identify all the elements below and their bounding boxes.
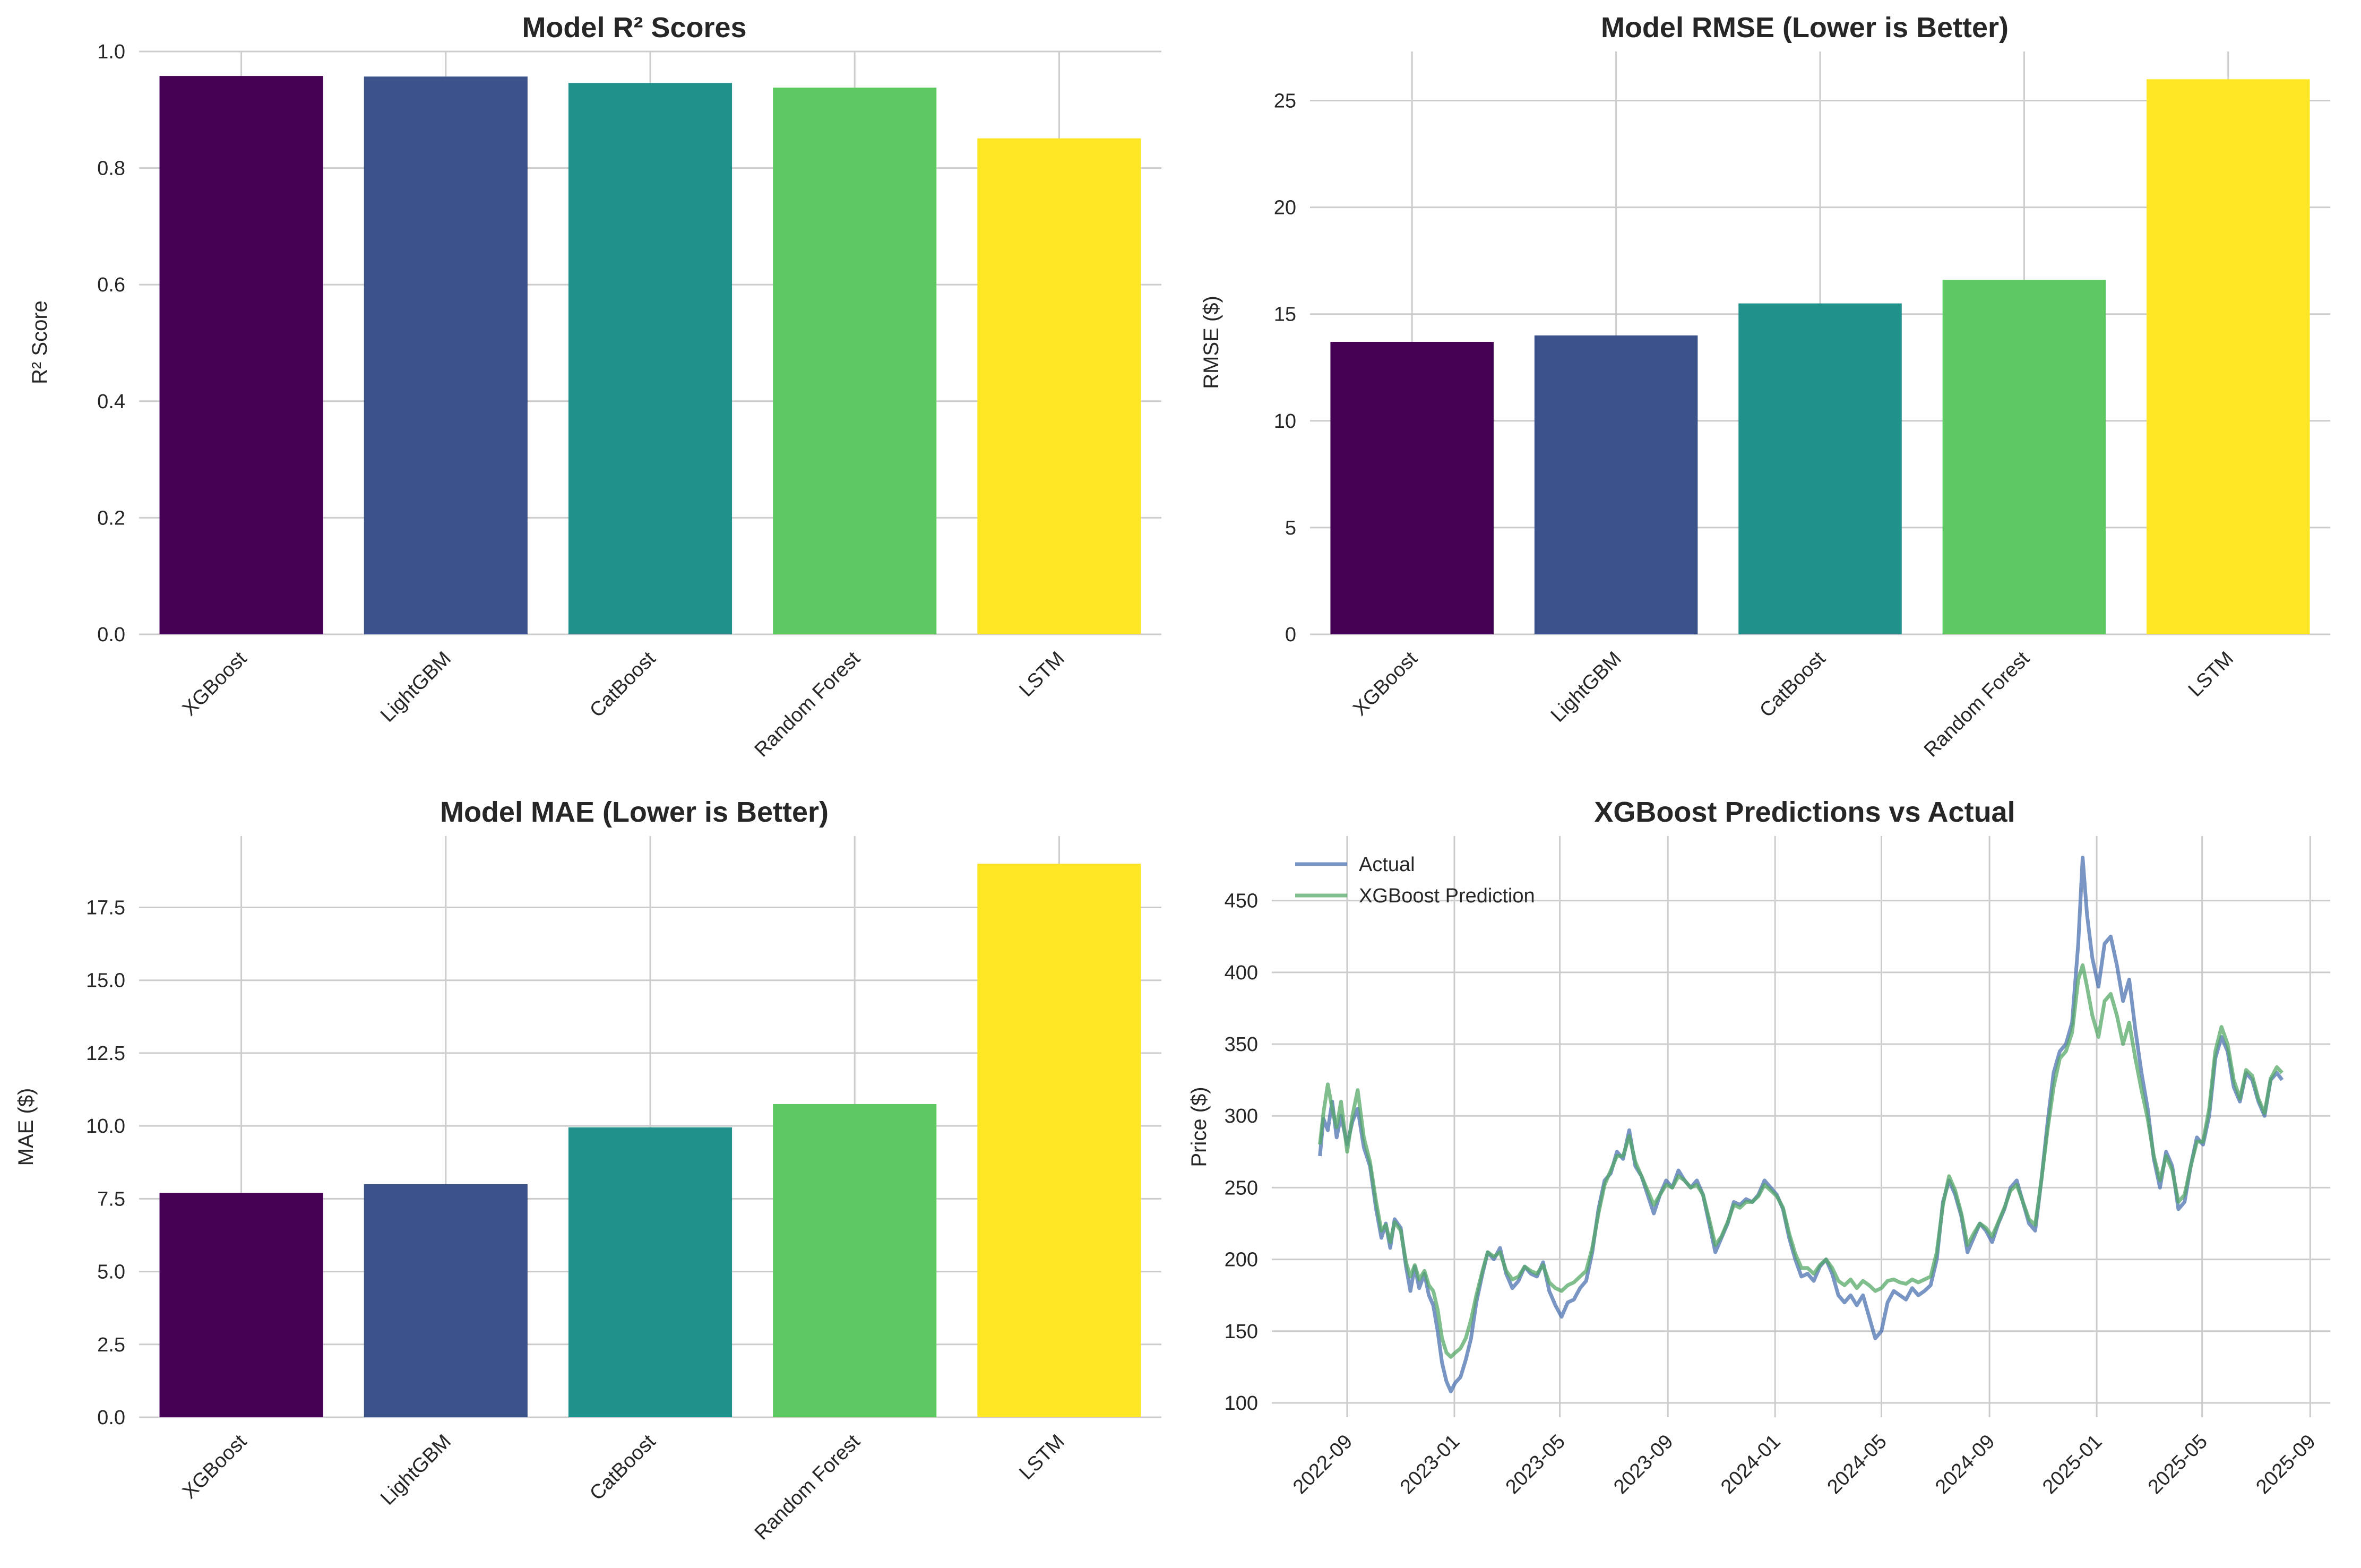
- x-tick-label: LightGBM: [376, 1431, 455, 1510]
- bar-catboost: [568, 1127, 733, 1417]
- y-tick-label: 250: [1225, 1177, 1258, 1199]
- x-tick-label: 2024-01: [1717, 1431, 1785, 1498]
- legend-label-prediction: XGBoost Prediction: [1359, 885, 1535, 907]
- chart-title: Model R² Scores: [522, 12, 746, 44]
- y-tick-label: 400: [1225, 962, 1258, 984]
- bar-lstm: [977, 864, 1141, 1417]
- legend: Actual XGBoost Prediction: [1295, 854, 1535, 907]
- x-tick-label: LSTM: [1015, 648, 1069, 701]
- y-tick-label: 10: [1274, 410, 1296, 433]
- bar-lstm: [2147, 79, 2310, 634]
- y-tick-label: 5.0: [97, 1261, 125, 1283]
- bar-lightgbm: [364, 1184, 528, 1417]
- bar-lightgbm: [1534, 335, 1698, 634]
- actual-line: [1318, 856, 2284, 1393]
- y-axis-label: RMSE ($): [1200, 296, 1223, 389]
- bars: [159, 864, 1141, 1417]
- x-tick-label: 2022-09: [1289, 1431, 1357, 1498]
- legend-label-actual: Actual: [1359, 854, 1415, 876]
- chart-title: XGBoost Predictions vs Actual: [1594, 796, 2015, 828]
- y-tick-label: 17.5: [86, 897, 125, 919]
- x-tick-label: 2025-01: [2038, 1431, 2106, 1498]
- x-tick-label: 2023-05: [1502, 1431, 1570, 1498]
- rmse-chart: Model RMSE (Lower is Better) RMSE ($) 0 5…: [1200, 12, 2330, 762]
- bar-random-forest: [1942, 280, 2106, 634]
- y-tick-label: 100: [1225, 1392, 1258, 1415]
- y-tick-label: 20: [1274, 197, 1296, 219]
- y-tick-label: 2.5: [97, 1334, 125, 1356]
- r2-scores-chart: Model R² Scores R² Score 0.0 0.2 0.4 0.6 0.8…: [28, 12, 1161, 762]
- bar-catboost: [568, 83, 733, 635]
- bar-xgboost: [1330, 341, 1494, 634]
- x-tick-labels: XGBoost LightGBM CatBoost Random Forest LSTM: [1349, 647, 2238, 761]
- x-tick-label: LSTM: [1015, 1431, 1069, 1484]
- y-tick-labels: 0.0 0.2 0.4 0.6 0.8 1.0: [97, 41, 125, 646]
- bars: [159, 76, 1141, 635]
- bar-xgboost: [159, 76, 323, 635]
- x-tick-label: XGBoost: [178, 1430, 252, 1503]
- x-tick-label: 2025-05: [2144, 1431, 2212, 1498]
- x-tick-label: 2023-01: [1396, 1431, 1464, 1498]
- y-tick-label: 10.0: [86, 1115, 125, 1138]
- y-tick-label: 0.8: [97, 158, 125, 180]
- bar-lstm: [977, 138, 1141, 634]
- y-tick-label: 15.0: [86, 970, 125, 992]
- bar-random-forest: [773, 88, 937, 634]
- y-tick-label: 350: [1225, 1033, 1258, 1056]
- prediction-line: [1318, 963, 2284, 1359]
- bar-catboost: [1738, 303, 1902, 634]
- y-tick-label: 0: [1285, 624, 1296, 646]
- y-axis-label: R² Score: [28, 300, 51, 384]
- predictions-vs-actual-chart: XGBoost Predictions vs Actual Price ($) …: [1187, 796, 2330, 1498]
- y-tick-label: 300: [1225, 1105, 1258, 1127]
- x-tick-label: LightGBM: [376, 648, 455, 727]
- x-tick-labels: XGBoost LightGBM CatBoost Random Forest LSTM: [178, 647, 1069, 761]
- bar-random-forest: [773, 1104, 937, 1417]
- x-tick-labels: 2022-09 2023-01 2023-05 2023-09 2024-01 2024-…: [1289, 1431, 2320, 1498]
- y-axis-label: MAE ($): [14, 1088, 38, 1166]
- x-tick-label: 2024-05: [1823, 1431, 1891, 1498]
- x-tick-labels: XGBoost LightGBM CatBoost Random Forest LSTM: [178, 1430, 1069, 1544]
- bars: [1330, 79, 2310, 634]
- x-tick-label: CatBoost: [1755, 647, 1830, 722]
- y-tick-label: 5: [1285, 517, 1296, 539]
- x-tick-label: 2023-09: [1609, 1431, 1677, 1498]
- x-tick-label: XGBoost: [178, 647, 252, 720]
- x-tick-label: XGBoost: [1349, 647, 1422, 720]
- y-tick-label: 0.6: [97, 274, 125, 296]
- y-tick-labels: 100 150 200 250 300 350 400 450: [1225, 890, 1258, 1415]
- y-tick-labels: 0 5 10 15 20 25: [1274, 90, 1296, 646]
- bar-xgboost: [159, 1193, 323, 1417]
- x-tick-label: CatBoost: [585, 1430, 660, 1505]
- x-tick-label: 2024-09: [1931, 1431, 1999, 1498]
- x-tick-label: Random Forest: [751, 1430, 865, 1544]
- series-lines: [1318, 856, 2284, 1393]
- x-tick-label: Random Forest: [1920, 647, 2034, 761]
- x-tick-label: Random Forest: [751, 647, 865, 761]
- y-tick-label: 150: [1225, 1321, 1258, 1343]
- mae-chart: Model MAE (Lower is Better) MAE ($) 0.0 2…: [14, 796, 1161, 1545]
- x-tick-label: 2025-09: [2252, 1431, 2320, 1498]
- y-tick-label: 15: [1274, 304, 1296, 326]
- y-tick-labels: 0.0 2.5 5.0 7.5 10.0 12.5 15.0 17.5: [86, 897, 125, 1429]
- y-tick-label: 12.5: [86, 1043, 125, 1065]
- y-axis-label: Price ($): [1187, 1087, 1211, 1167]
- y-tick-label: 25: [1274, 90, 1296, 113]
- bar-lightgbm: [364, 76, 528, 635]
- chart-title: Model MAE (Lower is Better): [440, 796, 829, 828]
- y-tick-label: 0.4: [97, 391, 125, 413]
- x-tick-label: LightGBM: [1547, 648, 1626, 727]
- y-tick-label: 0.2: [97, 507, 125, 529]
- y-tick-label: 0.0: [97, 1407, 125, 1429]
- x-tick-label: LSTM: [2184, 648, 2238, 701]
- chart-title: Model RMSE (Lower is Better): [1601, 12, 2009, 44]
- y-tick-label: 7.5: [97, 1188, 125, 1210]
- x-tick-label: CatBoost: [585, 647, 660, 722]
- grid-lines: [1272, 836, 2330, 1417]
- y-tick-label: 1.0: [97, 41, 125, 63]
- y-tick-label: 450: [1225, 890, 1258, 912]
- y-tick-label: 200: [1225, 1249, 1258, 1271]
- y-tick-label: 0.0: [97, 624, 125, 646]
